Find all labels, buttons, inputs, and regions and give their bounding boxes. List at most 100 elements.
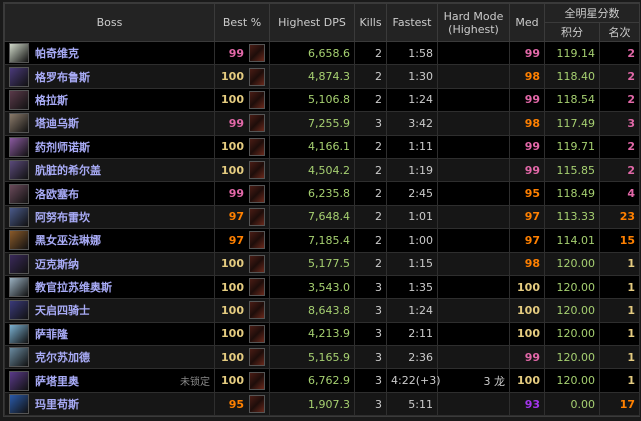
boss-name[interactable]: 萨塔里奥 [35,374,79,388]
header-fastest[interactable]: Fastest [386,3,438,42]
boss-name[interactable]: 阿努布雷坎 [35,210,90,224]
table-row[interactable]: 阿努布雷坎 97 7,648.4 2 1:01 97 113.33 23 [4,204,640,230]
allstar-rank: 15 [599,228,640,253]
table-row[interactable]: 黑女巫法琳娜 97 7,185.4 2 1:00 97 114.01 15 [4,228,640,253]
table-row[interactable]: 格拉斯 100 5,106.8 2 1:24 99 118.54 2 [4,87,640,113]
boss-avatar-icon [9,89,29,110]
best-cell: 95 [214,391,270,417]
header-hard-mode[interactable]: Hard Mode (Highest) [437,3,510,42]
boss-name[interactable]: 帕奇维克 [35,47,79,61]
table-row[interactable]: 萨塔里奥 未锁定 100 6,762.9 3 4:22(+3) 3 龙 100 1… [4,368,640,393]
header-dps[interactable]: Highest DPS [269,3,355,42]
table-row[interactable]: 教官拉苏维奥斯 100 3,543.0 3 1:35 100 120.00 1 [4,274,640,300]
boss-name[interactable]: 天启四骑士 [35,304,90,318]
boss-cell[interactable]: 教官拉苏维奥斯 [4,274,215,300]
spec-icon[interactable] [249,161,265,180]
hard-mode [437,251,510,276]
spec-icon[interactable] [249,254,265,273]
spec-icon[interactable] [249,137,265,156]
header-score[interactable]: 积分 [544,22,600,42]
allstar-rank: 1 [599,251,640,276]
best-percent: 100 [221,93,244,107]
fastest: 1:00 [386,228,438,253]
header-kills[interactable]: Kills [354,3,387,42]
spec-icon[interactable] [249,324,265,343]
boss-name[interactable]: 玛里苟斯 [35,398,79,412]
fastest: 1:24 [386,298,438,323]
boss-cell[interactable]: 天启四骑士 [4,298,215,323]
boss-cell[interactable]: 肮脏的希尔盖 [4,157,215,183]
boss-name[interactable]: 教官拉苏维奥斯 [35,281,112,295]
highest-dps: 5,177.5 [269,251,355,276]
boss-name[interactable]: 洛欧塞布 [35,187,79,201]
table-row[interactable]: 药剂师诺斯 100 4,166.1 2 1:11 99 119.71 2 [4,134,640,159]
boss-name[interactable]: 药剂师诺斯 [35,140,90,154]
boss-name[interactable]: 格罗布鲁斯 [35,70,90,84]
table-row[interactable]: 格罗布鲁斯 100 4,874.3 2 1:30 98 118.40 2 [4,64,640,89]
boss-cell[interactable]: 格罗布鲁斯 [4,64,215,89]
boss-cell[interactable]: 萨菲隆 [4,321,215,347]
spec-icon[interactable] [249,301,265,320]
boss-cell[interactable]: 塔迪乌斯 [4,111,215,136]
boss-cell[interactable]: 迈克斯纳 [4,251,215,276]
kills: 2 [354,181,387,206]
kills: 2 [354,87,387,113]
boss-avatar-icon [9,206,29,227]
best-cell: 99 [214,181,270,206]
table-row[interactable]: 迈克斯纳 100 5,177.5 2 1:15 98 120.00 1 [4,251,640,276]
kills: 2 [354,64,387,89]
allstar-rank: 1 [599,368,640,393]
boss-name[interactable]: 克尔苏加德 [35,351,90,365]
boss-name[interactable]: 塔迪乌斯 [35,117,79,131]
table-row[interactable]: 肮脏的希尔盖 100 4,504.2 2 1:19 99 115.85 2 [4,157,640,183]
spec-icon[interactable] [249,348,265,367]
boss-avatar-icon [9,43,29,64]
spec-icon[interactable] [249,231,265,250]
spec-icon[interactable] [249,395,265,414]
spec-icon[interactable] [249,44,265,63]
best-percent: 100 [221,350,244,364]
boss-cell[interactable]: 萨塔里奥 未锁定 [4,368,215,393]
table-row[interactable]: 克尔苏加德 100 5,165.9 3 2:36 99 120.00 1 [4,345,640,370]
hard-mode [437,345,510,370]
table-row[interactable]: 洛欧塞布 99 6,235.8 2 2:45 95 118.49 4 [4,181,640,206]
spec-icon[interactable] [249,371,265,390]
best-cell: 97 [214,228,270,253]
boss-name[interactable]: 萨菲隆 [35,327,68,341]
allstar-rank: 2 [599,64,640,89]
header-med[interactable]: Med [509,3,545,42]
spec-icon[interactable] [249,278,265,297]
boss-cell[interactable]: 克尔苏加德 [4,345,215,370]
spec-icon[interactable] [249,114,265,133]
best-percent: 100 [221,280,244,294]
hard-mode: 3 龙 [437,368,510,393]
boss-cell[interactable]: 格拉斯 [4,87,215,113]
boss-name[interactable]: 黑女巫法琳娜 [35,234,101,248]
fastest: 1:19 [386,157,438,183]
table-row[interactable]: 塔迪乌斯 99 7,255.9 3 3:42 98 117.49 3 [4,111,640,136]
header-rank[interactable]: 名次 [599,22,640,42]
boss-name[interactable]: 迈克斯纳 [35,257,79,271]
table-row[interactable]: 天启四骑士 100 8,643.8 3 1:24 100 120.00 1 [4,298,640,323]
table-row[interactable]: 玛里苟斯 95 1,907.3 3 5:11 93 0.00 17 [4,391,640,417]
table-row[interactable]: 帕奇维克 99 6,658.6 2 1:58 99 119.14 2 [4,40,640,66]
best-cell: 100 [214,345,270,370]
boss-name[interactable]: 格拉斯 [35,93,68,107]
boss-cell[interactable]: 黑女巫法琳娜 [4,228,215,253]
spec-icon[interactable] [249,90,265,109]
spec-icon[interactable] [249,67,265,86]
boss-cell[interactable]: 洛欧塞布 [4,181,215,206]
header-boss[interactable]: Boss [4,3,215,42]
boss-cell[interactable]: 帕奇维克 [4,40,215,66]
spec-icon[interactable] [249,207,265,226]
boss-name[interactable]: 肮脏的希尔盖 [35,164,101,178]
boss-cell[interactable]: 阿努布雷坎 [4,204,215,230]
highest-dps: 7,648.4 [269,204,355,230]
table-row[interactable]: 萨菲隆 100 4,213.9 3 2:11 100 120.00 1 [4,321,640,347]
allstar-rank: 2 [599,157,640,183]
median: 98 [509,111,545,136]
boss-cell[interactable]: 玛里苟斯 [4,391,215,417]
boss-cell[interactable]: 药剂师诺斯 [4,134,215,159]
spec-icon[interactable] [249,184,265,203]
header-best[interactable]: Best % [214,3,270,42]
